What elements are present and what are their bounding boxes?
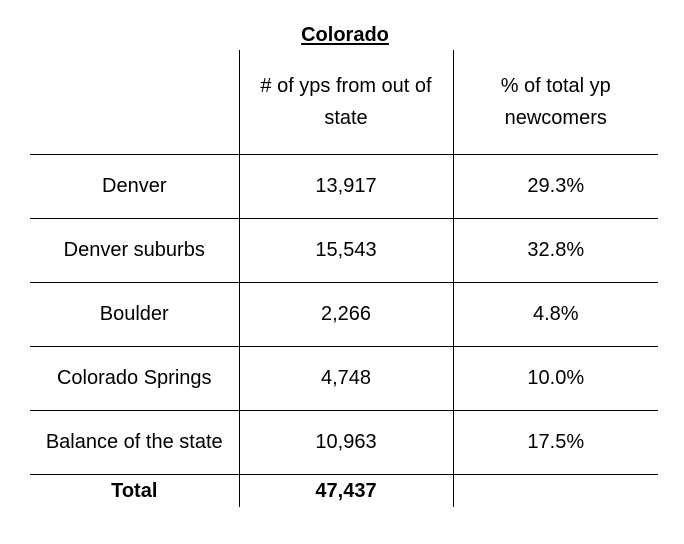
colorado-table: # of yps from out of state % of total yp… (30, 50, 658, 507)
total-label: Total (30, 474, 240, 507)
count-cell: 10,963 (239, 410, 454, 475)
table-row: Colorado Springs 4,748 10.0% (30, 346, 658, 411)
table-row: Boulder 2,266 4.8% (30, 282, 658, 347)
percent-cell: 29.3% (453, 154, 658, 219)
header-count: # of yps from out of state (239, 50, 454, 155)
percent-cell: 32.8% (453, 218, 658, 283)
table-title: Colorado (301, 24, 389, 46)
header-row: # of yps from out of state % of total yp… (30, 50, 658, 155)
total-count: 47,437 (239, 474, 454, 507)
region-cell: Boulder (30, 282, 240, 347)
table-row: Denver 13,917 29.3% (30, 154, 658, 219)
header-region (30, 50, 240, 155)
header-percent: % of total yp newcomers (453, 50, 658, 155)
percent-cell: 4.8% (453, 282, 658, 347)
region-cell: Denver (30, 154, 240, 219)
header-percent-label: % of total yp newcomers (500, 75, 611, 129)
header-count-label: # of yps from out of state (260, 75, 432, 129)
total-row: Total 47,437 (30, 474, 658, 508)
percent-cell: 17.5% (453, 410, 658, 475)
region-cell: Colorado Springs (30, 346, 240, 411)
count-cell: 15,543 (239, 218, 454, 283)
region-cell: Denver suburbs (30, 218, 240, 283)
region-cell: Balance of the state (30, 410, 240, 475)
count-cell: 4,748 (239, 346, 454, 411)
table-row: Denver suburbs 15,543 32.8% (30, 218, 658, 283)
percent-cell: 10.0% (453, 346, 658, 411)
total-percent (453, 475, 658, 508)
table-row: Balance of the state 10,963 17.5% (30, 410, 658, 475)
count-cell: 13,917 (239, 154, 454, 219)
count-cell: 2,266 (239, 282, 454, 347)
